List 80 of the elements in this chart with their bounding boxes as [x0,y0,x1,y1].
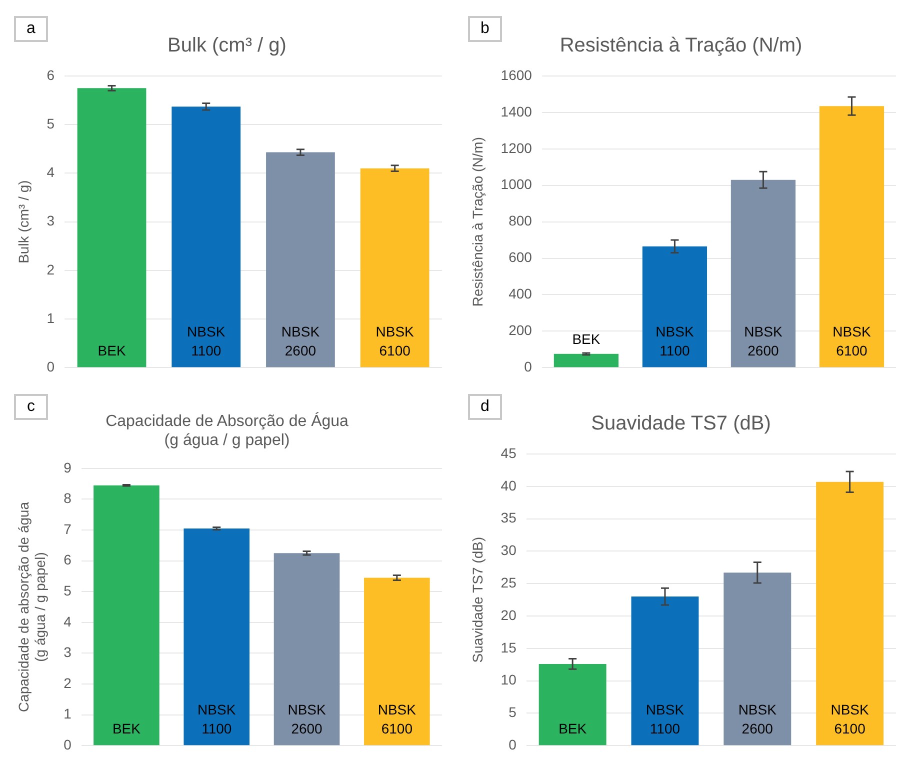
chart-title: Resistência à Tração (N/m) [560,34,802,57]
bar [631,596,699,746]
y-tick-label: 4 [46,164,55,180]
bar [724,572,792,746]
x-tick-label: NBSK 6100 [378,702,417,737]
y-tick-label: 5 [46,115,55,132]
chart-title: Capacidade de Absorção de Água (g água / g papel) [106,412,349,450]
y-tick-label: 4 [64,613,72,630]
bar [360,168,430,368]
y-tick-label: 3 [46,212,55,229]
bar [172,106,241,368]
bar [77,88,146,368]
y-tick-label: 600 [508,249,532,266]
y-tick-label: 1000 [500,176,532,192]
y-tick-label: 45 [500,444,517,461]
text: d [468,394,502,420]
x-tick-label: BEK [112,720,142,737]
y-tick-label: 6 [46,66,55,83]
x-tick-label: NBSK 2600 [281,324,320,359]
bar [819,106,884,368]
bar [816,482,884,746]
y-axis-title: Resistência à Tração (N/m) [469,136,486,307]
y-tick-label: 2 [46,261,55,278]
bar [642,246,708,368]
bar [364,578,430,746]
y-tick-label: 0 [64,736,72,752]
chart-title: Bulk (cm³ / g) [168,34,286,57]
y-tick-label: 9 [64,459,72,476]
y-tick-label: 1 [46,310,55,326]
y-tick-label: 1 [64,706,72,722]
y-tick-label: 10 [500,672,517,688]
y-tick-label: 0 [46,358,55,374]
y-axis-title: Bulk (cm³ / g) [15,180,32,264]
y-tick-label: 0 [524,358,532,374]
bar [184,528,250,746]
y-tick-label: 5 [508,704,517,720]
y-tick-label: 25 [500,574,517,590]
y-tick-label: 30 [500,542,517,558]
text: c [14,394,48,420]
y-tick-label: 2 [64,674,72,691]
y-tick-label: 1600 [500,66,532,83]
text: b [468,16,502,42]
text: a [14,16,48,42]
y-tick-label: 15 [500,639,517,656]
x-tick-label: NBSK 1100 [198,702,236,737]
y-tick-label: 0 [508,736,517,752]
y-axis-title: Suavidade TS7 (dB) [469,536,486,663]
y-tick-label: 6 [64,552,72,568]
x-tick-label: BEK [558,720,588,737]
y-tick-label: 1400 [500,103,532,120]
bar [730,180,796,368]
y-tick-label: 800 [508,212,532,229]
x-tick-label: NBSK 2600 [288,702,326,737]
x-tick-label: BEK [98,342,126,359]
y-tick-label: 3 [64,644,72,660]
bar [538,664,606,746]
bar [274,553,340,746]
x-tick-label: BEK [572,330,601,347]
bar [554,354,619,368]
x-tick-label: NBSK 6100 [832,324,872,359]
x-tick-label: NBSK 6100 [376,324,415,359]
y-tick-label: 40 [500,477,517,494]
x-tick-label: NBSK 6100 [830,702,870,737]
chart-title: Suavidade TS7 (dB) [591,412,771,435]
y-tick-label: 200 [508,322,532,338]
y-tick-label: 5 [64,582,72,598]
x-tick-label: NBSK 2600 [744,324,783,359]
x-tick-label: NBSK 1100 [187,324,226,359]
y-tick-label: 400 [508,286,532,302]
y-tick-label: 20 [500,606,517,623]
x-tick-label: NBSK 2600 [738,702,778,737]
y-tick-label: 7 [64,520,72,537]
y-tick-label: 1200 [500,140,532,156]
x-tick-label: NBSK 1100 [656,324,694,359]
y-tick-label: 35 [500,510,517,526]
y-tick-label: 8 [64,490,72,506]
bar [94,485,160,746]
x-tick-label: NBSK 1100 [646,702,685,737]
bar [266,152,335,368]
y-axis-title: Capacidade de absorção de água (g água / g papel) [15,502,48,712]
